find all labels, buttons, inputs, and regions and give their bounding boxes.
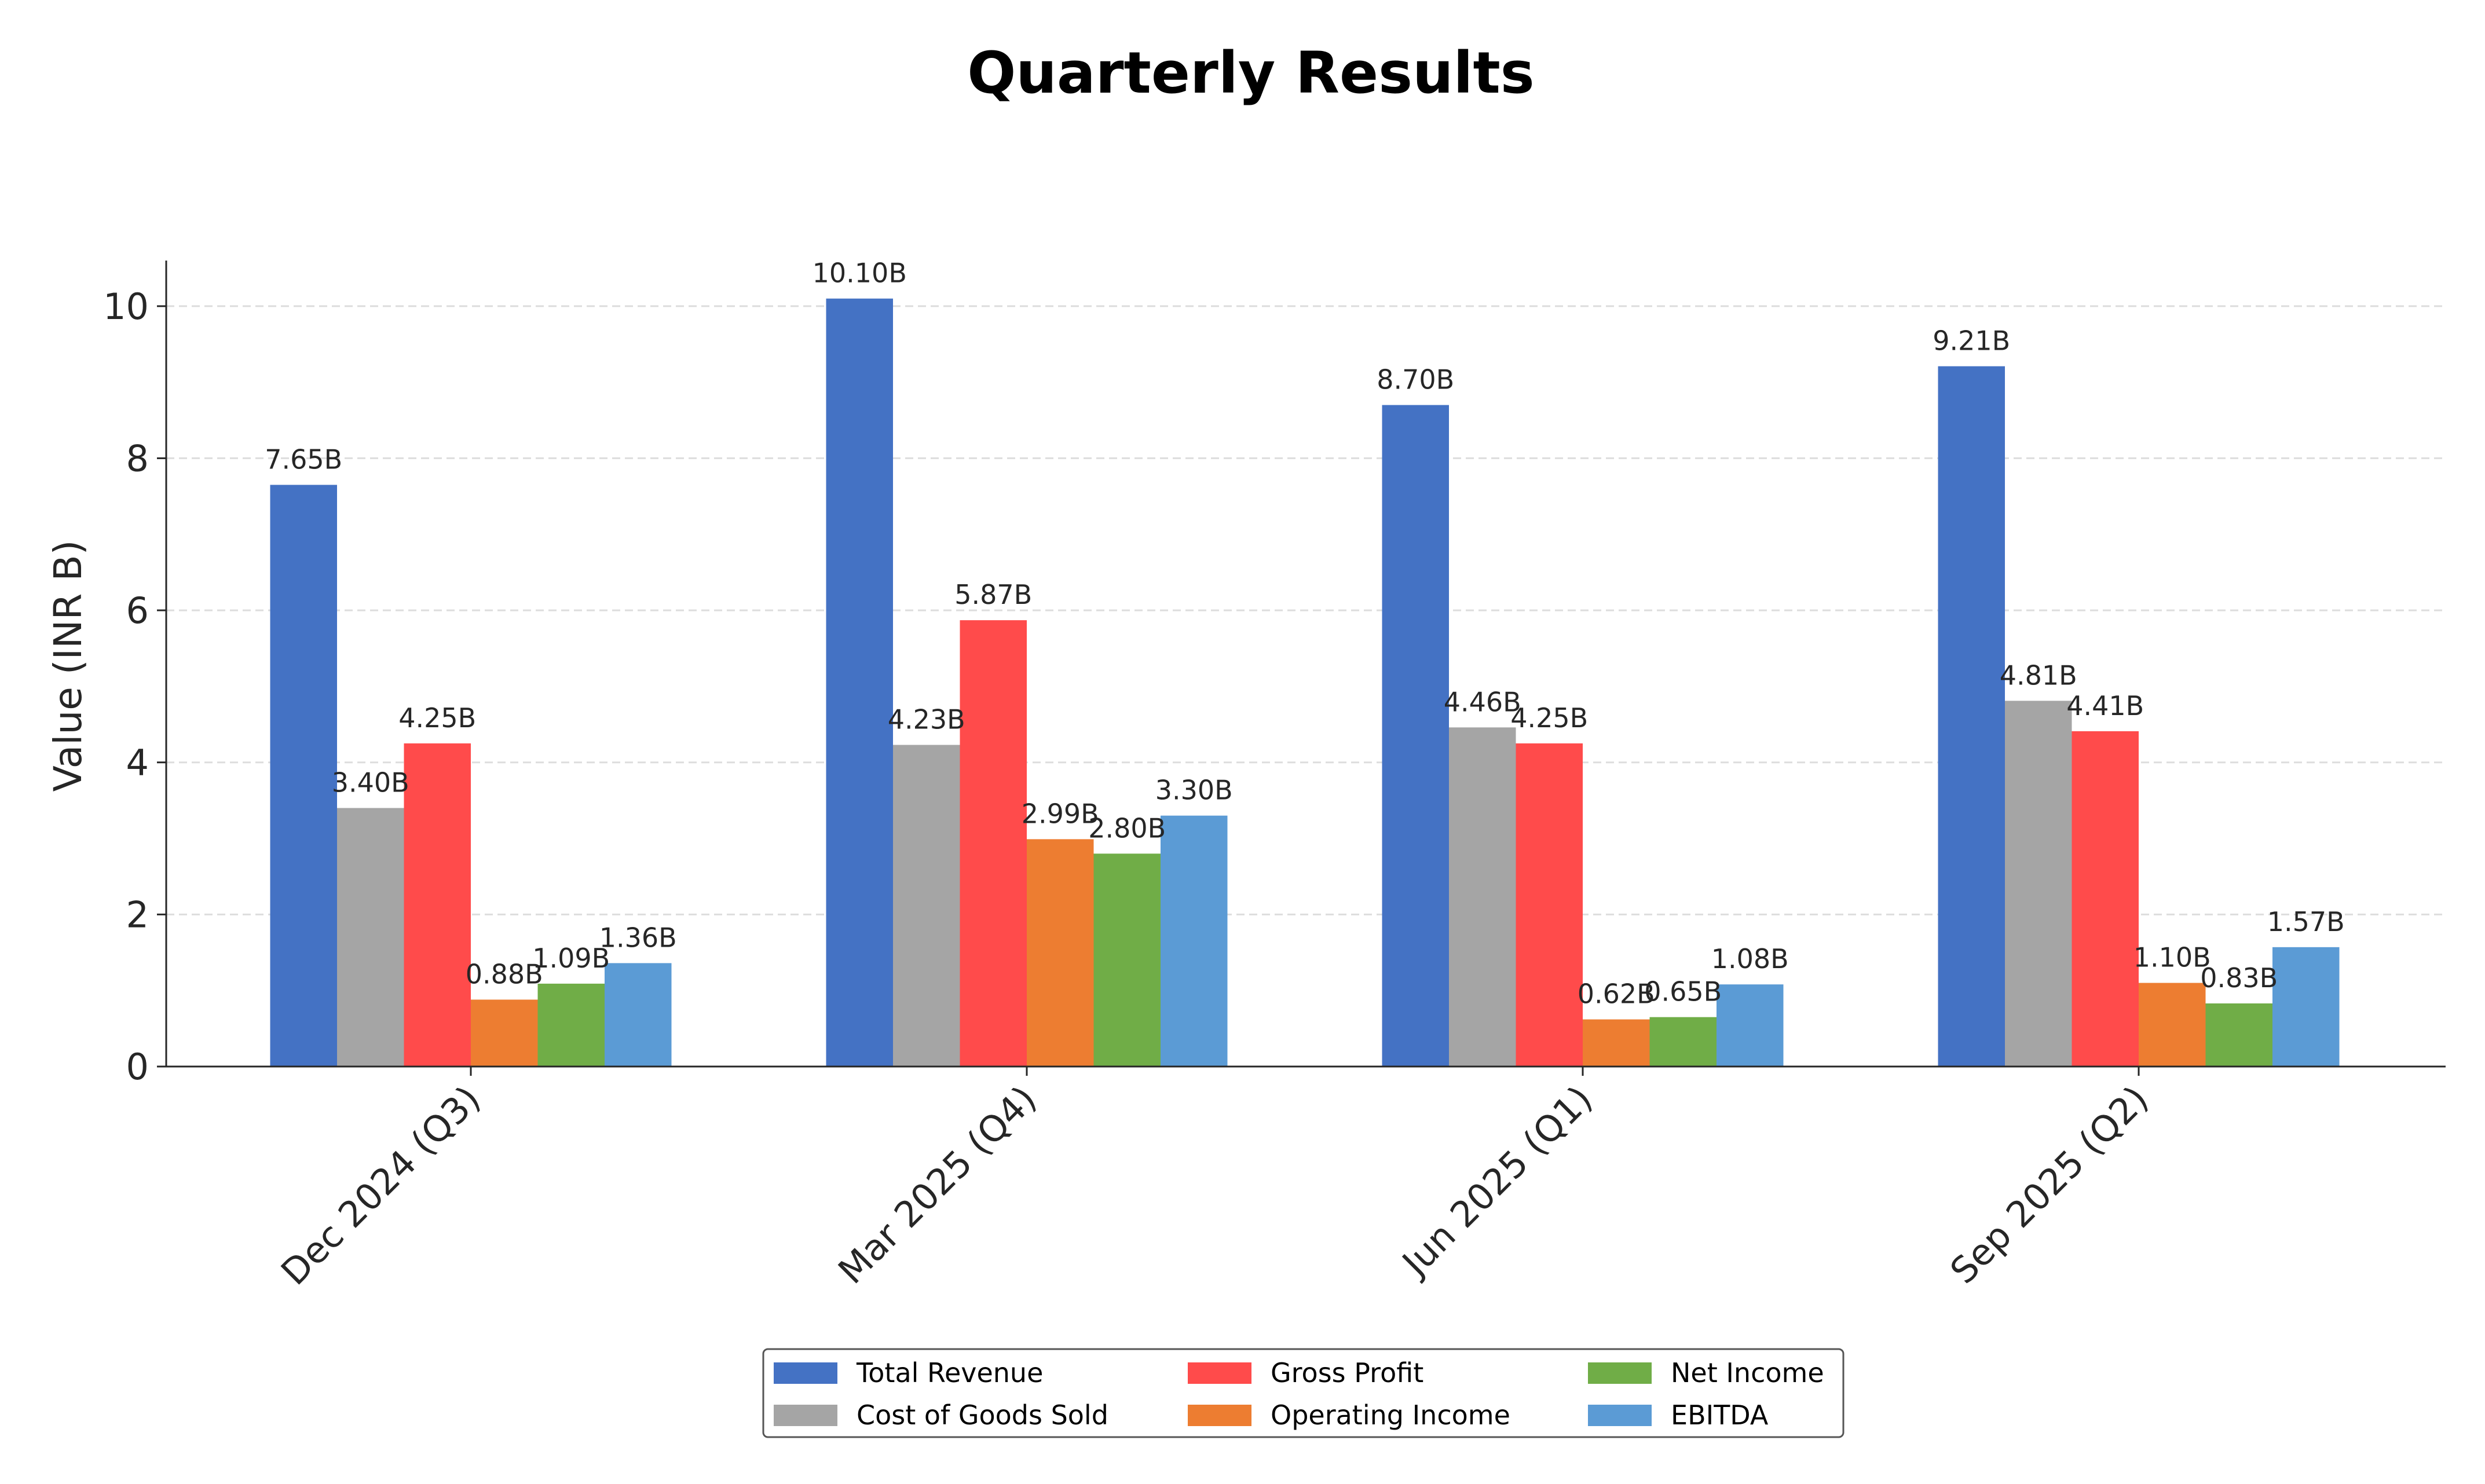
bar [2272, 947, 2340, 1067]
bar [826, 298, 893, 1067]
bar [1649, 1017, 1717, 1067]
bar [2139, 983, 2206, 1067]
bar [1583, 1019, 1650, 1067]
legend-swatch [1188, 1405, 1251, 1426]
bar-value-label: 2.80B [1088, 812, 1166, 844]
y-tick-label: 6 [126, 589, 149, 632]
bar [1516, 743, 1583, 1067]
y-tick-label: 8 [126, 437, 149, 479]
bar [1382, 405, 1449, 1067]
legend-label: Cost of Goods Sold [857, 1399, 1108, 1431]
bar-value-label: 3.40B [332, 767, 409, 798]
legend-label: Operating Income [1271, 1399, 1510, 1431]
y-tick-label: 0 [126, 1046, 149, 1088]
bar-value-label: 0.83B [2200, 962, 2278, 994]
bar-value-label: 4.23B [888, 704, 965, 735]
bar [537, 983, 605, 1067]
bar [1093, 853, 1161, 1067]
legend-swatch [1588, 1405, 1652, 1426]
bar-value-label: 4.25B [398, 702, 476, 734]
legend-frame [762, 1348, 1844, 1438]
legend-label: Net Income [1671, 1357, 1824, 1388]
chart-title: Quarterly Results [967, 40, 1534, 107]
bar [404, 743, 471, 1067]
bar-value-label: 7.65B [265, 444, 342, 475]
y-tick-label: 10 [103, 285, 149, 328]
bar [337, 808, 404, 1067]
x-tick-label: Dec 2024 (Q3) [273, 1078, 489, 1294]
legend-swatch [1588, 1362, 1652, 1384]
bar [2005, 701, 2072, 1067]
legend-swatch [1188, 1362, 1251, 1384]
bar-value-label: 3.30B [1155, 775, 1233, 806]
y-axis-label: Value (INR B) [46, 540, 90, 792]
bar [1449, 727, 1516, 1067]
bars [270, 298, 2340, 1067]
bar [605, 963, 672, 1067]
bar-value-label: 1.57B [2267, 906, 2345, 937]
bar [2205, 1003, 2272, 1067]
legend-label: EBITDA [1671, 1399, 1769, 1431]
bar-value-label: 4.25B [1510, 702, 1588, 734]
bar-value-label: 0.62B [1578, 979, 1655, 1010]
bar [1027, 839, 1094, 1067]
bar-value-label: 5.87B [954, 579, 1032, 610]
bar [270, 485, 337, 1067]
bar-value-label: 2.99B [1022, 798, 1099, 829]
bar-value-label: 10.10B [813, 258, 907, 289]
bar [1161, 815, 1228, 1067]
bar-value-label: 4.81B [2000, 659, 2077, 691]
legend-swatch [774, 1362, 837, 1384]
legend-label: Gross Profit [1271, 1357, 1423, 1388]
x-tick-label: Sep 2025 (Q2) [1942, 1078, 2156, 1292]
bar-value-label: 1.09B [532, 943, 610, 974]
legend: Total Revenue Cost of Goods Sold Gross Pro… [762, 1348, 1844, 1438]
bar-value-label: 8.70B [1377, 364, 1454, 395]
bar [471, 999, 538, 1067]
bar [1717, 984, 1784, 1067]
bar-value-label: 0.88B [466, 958, 543, 990]
x-tick-label: Jun 2025 (Q1) [1393, 1078, 1601, 1285]
bar [893, 745, 960, 1067]
bar-value-label: 1.10B [2133, 942, 2211, 973]
bar-value-label: 0.65B [1644, 976, 1722, 1007]
legend-swatch [774, 1405, 837, 1426]
x-tick-label: Mar 2025 (Q4) [830, 1078, 1044, 1292]
bar-value-label: 4.46B [1444, 686, 1521, 717]
bar-value-label: 9.21B [1933, 325, 2010, 357]
bar [1938, 366, 2005, 1067]
bar-value-label: 4.41B [2066, 690, 2144, 721]
bar [2072, 731, 2139, 1067]
legend-label: Total Revenue [856, 1357, 1043, 1388]
y-tick-label: 2 [126, 893, 149, 936]
bar-value-label: 1.36B [599, 922, 677, 953]
bar-value-label: 1.08B [1711, 943, 1789, 974]
bar [960, 620, 1027, 1067]
y-tick-label: 4 [126, 742, 149, 784]
